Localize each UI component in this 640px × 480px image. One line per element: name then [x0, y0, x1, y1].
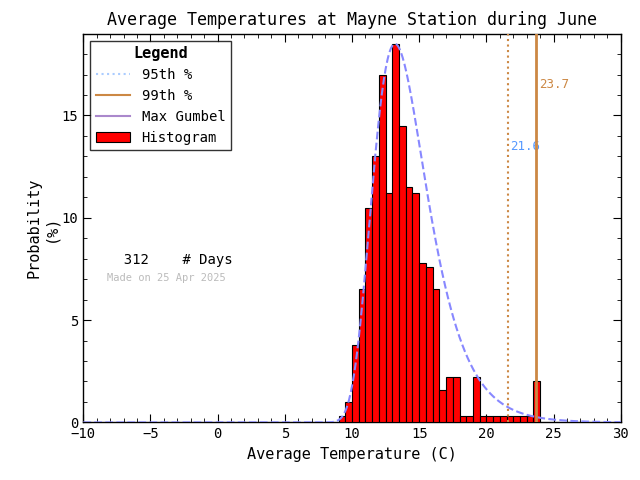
- Bar: [479, 416, 486, 422]
- Bar: [453, 377, 460, 422]
- Max Gumbel: [391, 41, 399, 47]
- Bar: [520, 416, 527, 422]
- Bar: [419, 263, 426, 422]
- Bar: [513, 416, 520, 422]
- Title: Average Temperatures at Mayne Station during June: Average Temperatures at Mayne Station du…: [107, 11, 597, 29]
- Text: 23.7: 23.7: [539, 78, 569, 91]
- Bar: [460, 416, 466, 422]
- Bar: [399, 126, 406, 422]
- Bar: [493, 416, 500, 422]
- Bar: [500, 416, 507, 422]
- Bar: [439, 390, 446, 422]
- Max Gumbel: [413, 126, 420, 132]
- Bar: [506, 416, 513, 422]
- Text: 312    # Days: 312 # Days: [108, 253, 233, 267]
- Bar: [365, 207, 372, 422]
- Text: Made on 25 Apr 2025: Made on 25 Apr 2025: [108, 273, 226, 283]
- Bar: [412, 193, 419, 422]
- Bar: [372, 156, 379, 422]
- Max Gumbel: [457, 339, 465, 345]
- Bar: [358, 289, 365, 422]
- Max Gumbel: [335, 417, 342, 423]
- Bar: [533, 382, 540, 422]
- Bar: [339, 416, 346, 422]
- Max Gumbel: [79, 420, 87, 425]
- Text: 21.6: 21.6: [511, 140, 541, 153]
- Bar: [473, 377, 480, 422]
- Bar: [433, 289, 439, 422]
- Y-axis label: Probability
(%): Probability (%): [26, 178, 59, 278]
- Bar: [352, 345, 358, 422]
- Max Gumbel: [225, 420, 232, 425]
- Max Gumbel: [506, 405, 513, 411]
- Max Gumbel: [179, 420, 187, 425]
- Bar: [385, 193, 392, 422]
- Bar: [446, 377, 453, 422]
- X-axis label: Average Temperature (C): Average Temperature (C): [247, 447, 457, 462]
- Bar: [426, 267, 433, 422]
- Bar: [346, 402, 352, 422]
- Bar: [406, 187, 412, 422]
- Bar: [392, 44, 399, 422]
- Line: Max Gumbel: Max Gumbel: [83, 44, 640, 422]
- Legend: 95th %, 99th %, Max Gumbel, Histogram: 95th %, 99th %, Max Gumbel, Histogram: [90, 40, 231, 150]
- Bar: [379, 74, 385, 422]
- Bar: [486, 416, 493, 422]
- Bar: [466, 416, 473, 422]
- Bar: [527, 416, 533, 422]
